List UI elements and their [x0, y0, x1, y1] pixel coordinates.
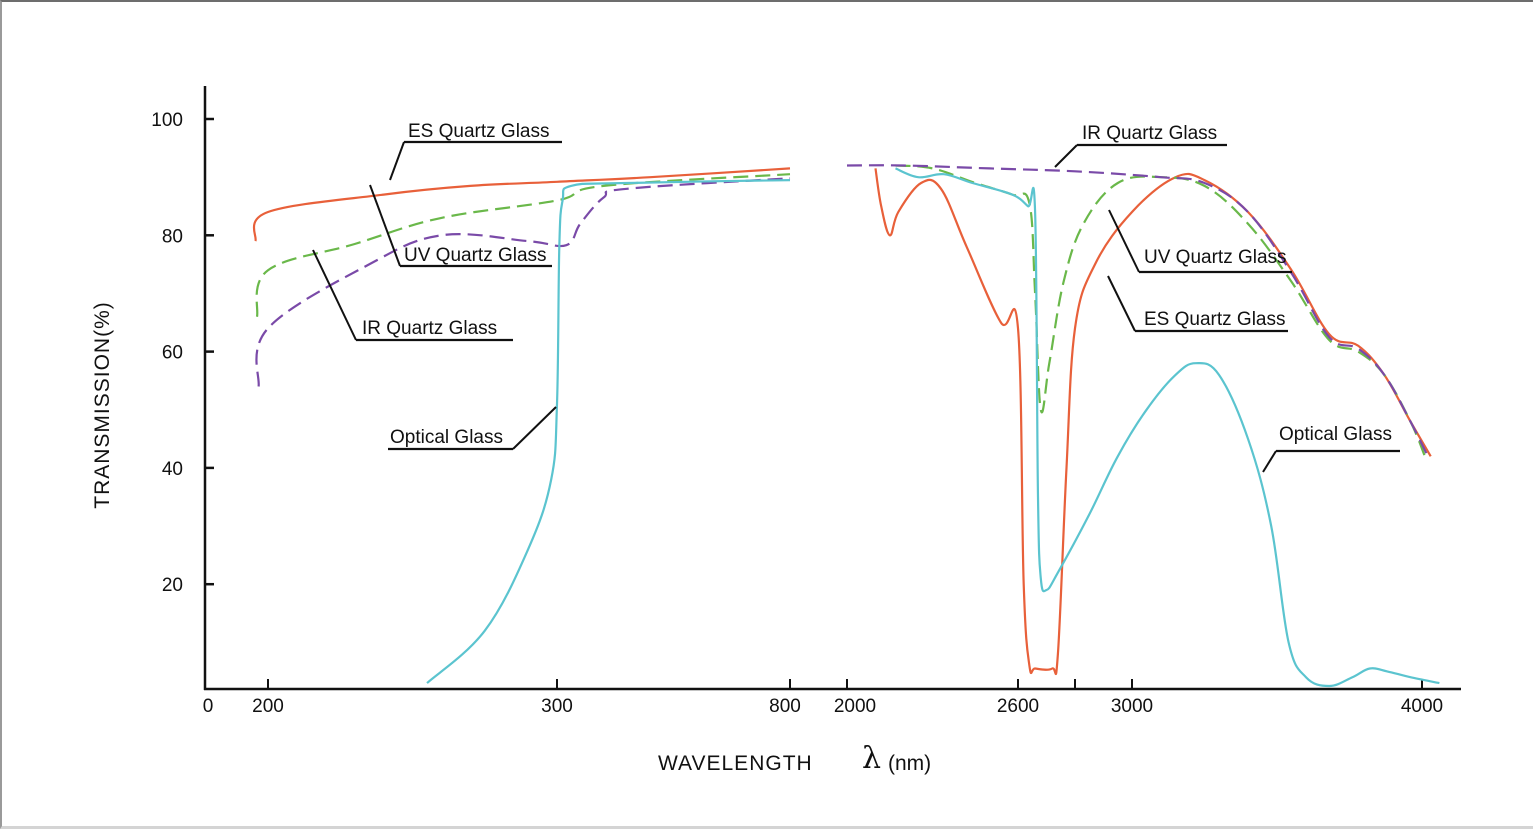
annotation-leader-line: [512, 406, 557, 450]
x-tick-label: 0: [203, 696, 214, 717]
series-line-optical-glass-right: [895, 167, 1440, 688]
x-tick-label: 200: [252, 696, 284, 717]
series-line-es-quartz-glass-left: [252, 167, 791, 242]
annotation-es-quartz-glass-right: ES Quartz Glass: [1107, 275, 1288, 333]
x-tick-label: 800: [769, 696, 801, 717]
annotation-label: ES Quartz Glass: [408, 121, 550, 142]
x-tick-label: 2600: [997, 696, 1039, 717]
axes: 20 40 60 80 100 0 200 300 800 2000 2600 3000 4000: [151, 86, 1461, 717]
annotation-optical-glass-left: Optical Glass: [388, 406, 557, 451]
annotation-label: IR Quartz Glass: [362, 318, 497, 339]
y-tick-label: 80: [162, 226, 183, 247]
annotation-uv-quartz-glass-right: UV Quartz Glass: [1108, 209, 1292, 274]
annotation-leader-line: [1108, 209, 1140, 273]
series-line-es-quartz-glass-right: [874, 168, 1432, 676]
annotation-optical-glass-right: Optical Glass: [1262, 424, 1400, 473]
y-tick-label: 60: [162, 343, 183, 364]
annotation-leader-line: [312, 249, 357, 341]
x-tick-label: 3000: [1111, 696, 1153, 717]
annotation-ir-quartz-glass-right: IR Quartz Glass: [1054, 123, 1227, 168]
annotation-label: UV Quartz Glass: [1144, 247, 1287, 268]
annotation-label: Optical Glass: [390, 427, 503, 448]
series-line-uv-quartz-glass-right: [895, 164, 1426, 457]
y-tick-label: 20: [162, 575, 183, 596]
annotation-uv-quartz-glass-left: UV Quartz Glass: [369, 184, 552, 268]
x-axis-title: WAVELENGTH: [658, 752, 813, 775]
y-tick-label: 100: [151, 110, 183, 131]
annotation-leader-line: [389, 141, 405, 181]
series-line-optical-glass-left: [426, 179, 791, 684]
annotation-layer: ES Quartz Glass UV Quartz Glass IR Quartz …: [312, 121, 1400, 473]
annotation-ir-quartz-glass-left: IR Quartz Glass: [312, 249, 513, 342]
series-layer: [252, 164, 1440, 688]
series-line-ir-quartz-glass-left: [255, 177, 791, 387]
annotation-leader-line: [1262, 450, 1277, 473]
annotation-label: IR Quartz Glass: [1082, 123, 1217, 144]
annotation-leader-line: [1107, 275, 1136, 332]
x-tick-label: 300: [541, 696, 573, 717]
annotation-es-quartz-glass-left: ES Quartz Glass: [389, 121, 562, 181]
annotation-label: Optical Glass: [1279, 424, 1392, 445]
annotation-label: ES Quartz Glass: [1144, 309, 1286, 330]
x-tick-label: 2000: [834, 696, 876, 717]
x-axis-unit: (nm): [888, 752, 931, 775]
annotation-label: UV Quartz Glass: [404, 245, 547, 266]
series-line-ir-quartz-glass-right: [846, 164, 1429, 457]
annotation-leader-line: [369, 184, 401, 267]
x-axis-lambda-symbol: λ: [862, 741, 881, 776]
annotation-leader-line: [1054, 144, 1078, 168]
y-axis-title: TRANSMISSION(%): [91, 301, 114, 509]
x-tick-label: 4000: [1401, 696, 1443, 717]
y-tick-label: 40: [162, 459, 183, 480]
